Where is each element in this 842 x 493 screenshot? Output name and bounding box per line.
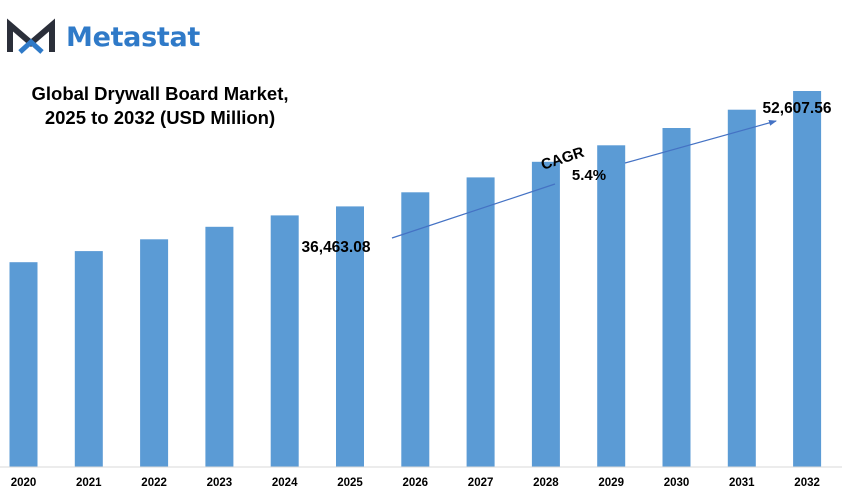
chart-title-line-1: Global Drywall Board Market, bbox=[31, 83, 289, 104]
bar-2026 bbox=[401, 192, 430, 468]
x-tick-label-2022: 2022 bbox=[141, 477, 167, 489]
x-tick-label-2030: 2030 bbox=[664, 477, 690, 489]
bar-2030 bbox=[662, 128, 691, 467]
brand-name: Metastat bbox=[66, 22, 201, 53]
cagr-trend-arrow-segment-1 bbox=[391, 183, 556, 239]
brand-logo: Metastat bbox=[6, 18, 200, 58]
x-tick-label-2032: 2032 bbox=[794, 477, 820, 489]
bar-2022 bbox=[140, 239, 169, 467]
x-tick-label-2021: 2021 bbox=[76, 477, 102, 489]
x-tick-label-2027: 2027 bbox=[468, 477, 494, 489]
x-tick-label-2024: 2024 bbox=[272, 477, 298, 489]
bar-2020 bbox=[9, 262, 38, 467]
bar-2023 bbox=[205, 226, 234, 467]
bar-2029 bbox=[597, 145, 626, 468]
cagr-trend-arrow-segment-2 bbox=[624, 119, 777, 164]
bar-2028 bbox=[531, 161, 560, 468]
chart-title-line-2: 2025 to 2032 (USD Million) bbox=[44, 107, 276, 128]
bar-2021 bbox=[74, 251, 103, 467]
cagr-value: 5.4% bbox=[572, 167, 606, 184]
x-axis-ticks: 2020 2021 2022 2023 2024 2025 2026 2027 2028 2029… bbox=[11, 477, 820, 489]
x-tick-label-2026: 2026 bbox=[403, 477, 429, 489]
bar-2027 bbox=[466, 177, 495, 467]
bar-series bbox=[9, 91, 822, 468]
bar-2024 bbox=[270, 215, 299, 467]
start-value-label: 36,463.08 bbox=[302, 239, 371, 256]
end-value-label: 52,607.56 bbox=[763, 100, 832, 117]
metastat-m-logo-icon bbox=[7, 18, 55, 54]
bar-2025 bbox=[336, 206, 364, 467]
x-tick-label-2029: 2029 bbox=[598, 477, 624, 489]
x-tick-label-2023: 2023 bbox=[207, 477, 233, 489]
x-tick-label-2031: 2031 bbox=[729, 477, 755, 489]
x-tick-label-2020: 2020 bbox=[11, 477, 37, 489]
x-tick-label-2028: 2028 bbox=[533, 477, 559, 489]
chart-title: Global Drywall Board Market, 2025 to 203… bbox=[0, 82, 320, 130]
bar-2032 bbox=[793, 91, 822, 467]
bar-2031 bbox=[727, 109, 756, 467]
x-tick-label-2025: 2025 bbox=[337, 477, 363, 489]
